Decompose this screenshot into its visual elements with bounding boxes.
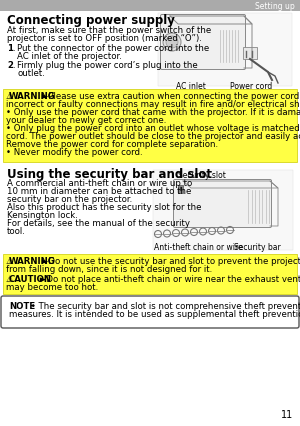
Text: ⚠: ⚠ — [6, 275, 14, 284]
Text: At first, make sure that the power switch of the: At first, make sure that the power switc… — [7, 26, 211, 35]
Circle shape — [166, 36, 178, 48]
Bar — [158, 13, 292, 86]
Bar — [0, 0, 300, 11]
Text: Remove the power cord for complete separation.: Remove the power cord for complete separ… — [6, 140, 218, 149]
Bar — [3, 254, 297, 294]
Text: • Only use the power cord that came with the projector. If it is damaged, contac: • Only use the power cord that came with… — [6, 108, 300, 117]
Text: 11: 11 — [281, 410, 293, 420]
Text: may become too hot.: may become too hot. — [6, 283, 98, 292]
FancyBboxPatch shape — [160, 14, 245, 69]
Circle shape — [163, 33, 181, 51]
Text: your dealer to newly get correct one.: your dealer to newly get correct one. — [6, 116, 166, 125]
Text: 1: 1 — [7, 44, 13, 53]
Text: ►Do not use the security bar and slot to prevent the projector: ►Do not use the security bar and slot to… — [39, 257, 300, 266]
Text: ►Do not place anti-theft chain or wire near the exhaust vents. It: ►Do not place anti-theft chain or wire n… — [37, 275, 300, 284]
Text: • Never modify the power cord.: • Never modify the power cord. — [6, 148, 142, 157]
Text: AC inlet: AC inlet — [176, 82, 206, 91]
Text: ⚠: ⚠ — [6, 92, 14, 101]
FancyBboxPatch shape — [1, 296, 299, 328]
Text: CAUTION: CAUTION — [9, 275, 52, 284]
FancyBboxPatch shape — [173, 179, 272, 227]
Text: Using the security bar and slot: Using the security bar and slot — [7, 168, 212, 181]
Text: WARNING: WARNING — [9, 92, 56, 101]
Text: incorrect or faulty connections may result in fire and/or electrical shock.: incorrect or faulty connections may resu… — [6, 100, 300, 109]
Bar — [153, 170, 293, 250]
Text: ⚠: ⚠ — [6, 257, 14, 266]
Text: Kensington lock.: Kensington lock. — [7, 211, 78, 220]
Text: A commercial anti-theft chain or wire up to: A commercial anti-theft chain or wire up… — [7, 179, 192, 188]
Text: .: . — [12, 61, 15, 70]
Bar — [3, 89, 297, 162]
Text: security bar on the projector.: security bar on the projector. — [7, 195, 132, 204]
Text: outlet.: outlet. — [17, 69, 45, 78]
Bar — [243, 47, 257, 59]
Text: • Only plug the power cord into an outlet whose voltage is matched to the power: • Only plug the power cord into an outle… — [6, 124, 300, 133]
Text: Connecting power supply: Connecting power supply — [7, 14, 175, 27]
Text: For details, see the manual of the security: For details, see the manual of the secur… — [7, 219, 190, 228]
Text: tool.: tool. — [7, 227, 26, 236]
Text: AC inlet of the projector.: AC inlet of the projector. — [17, 52, 122, 61]
Text: Put the connector of the power cord into the: Put the connector of the power cord into… — [17, 44, 209, 53]
Text: from falling down, since it is not designed for it.: from falling down, since it is not desig… — [6, 265, 212, 274]
Text: ►Please use extra caution when connecting the power cord, as: ►Please use extra caution when connectin… — [39, 92, 300, 101]
Bar — [178, 185, 183, 193]
Text: Power cord: Power cord — [230, 82, 272, 91]
Text: Anti-theft chain or wire: Anti-theft chain or wire — [154, 243, 243, 252]
Text: • The security bar and slot is not comprehensive theft prevention: • The security bar and slot is not compr… — [28, 302, 300, 311]
Text: WARNING: WARNING — [9, 257, 56, 266]
Text: 2: 2 — [7, 61, 13, 70]
Text: Security slot: Security slot — [178, 171, 226, 180]
Text: Firmly plug the power cord’s plug into the: Firmly plug the power cord’s plug into t… — [17, 61, 198, 70]
Text: NOTE: NOTE — [9, 302, 35, 311]
Text: Also this product has the security slot for the: Also this product has the security slot … — [7, 203, 202, 212]
Text: 10 mm in diameter can be attached to the: 10 mm in diameter can be attached to the — [7, 187, 191, 196]
Text: Setting up: Setting up — [255, 2, 295, 11]
Text: measures. It is intended to be used as supplemental theft prevention measure.: measures. It is intended to be used as s… — [9, 310, 300, 319]
Text: projector is set to OFF position (marked “O”).: projector is set to OFF position (marked… — [7, 34, 202, 43]
Text: .: . — [12, 44, 15, 53]
Text: Security bar: Security bar — [234, 243, 281, 252]
Text: cord. The power outlet should be close to the projector and easily accessible.: cord. The power outlet should be close t… — [6, 132, 300, 141]
